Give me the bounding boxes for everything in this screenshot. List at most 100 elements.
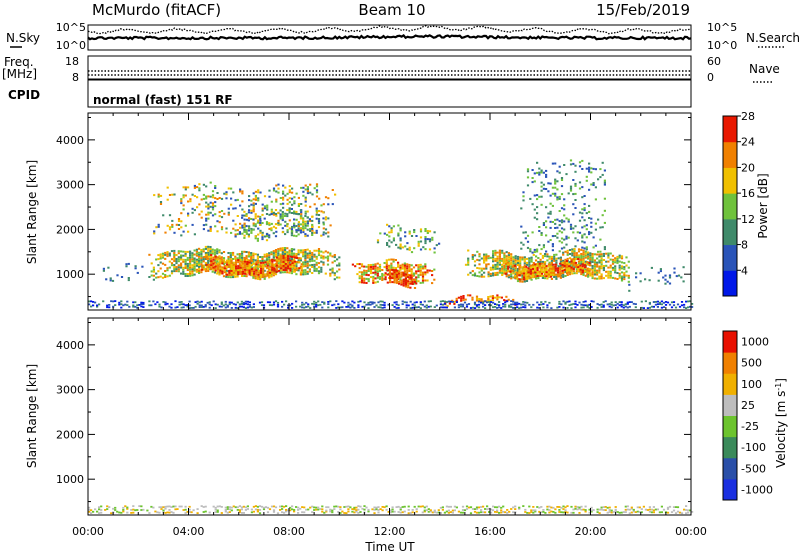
heatmap-cell (273, 271, 276, 274)
heatmap-cell (520, 247, 523, 250)
heatmap-cell (200, 304, 203, 307)
heatmap-cell (403, 262, 406, 265)
heatmap-cell (204, 247, 207, 250)
heatmap-cell (201, 266, 204, 269)
heatmap-cell (496, 261, 499, 264)
heatmap-cell (551, 245, 554, 248)
heatmap-cell (92, 304, 95, 307)
heatmap-cell (507, 260, 510, 263)
heatmap-cell (421, 279, 425, 282)
heatmap-cell (248, 304, 251, 306)
heatmap-cell (544, 277, 547, 280)
heatmap-cell (229, 256, 232, 259)
heatmap-cell (391, 269, 394, 271)
heatmap-cell (260, 304, 264, 306)
heatmap-cell (383, 274, 386, 277)
heatmap-cell (528, 263, 531, 266)
heatmap-cell (501, 267, 504, 270)
heatmap-cell (175, 268, 178, 271)
heatmap-cell (565, 270, 569, 273)
heatmap-cell (248, 195, 251, 198)
heatmap-cell (286, 215, 289, 218)
heatmap-cell (531, 231, 534, 234)
heatmap-cell (532, 274, 535, 276)
heatmap-cell (304, 212, 307, 215)
heatmap-cell (207, 229, 210, 232)
heatmap-cell (549, 212, 552, 215)
heatmap-cell (173, 266, 176, 269)
heatmap-cell (426, 232, 429, 234)
heatmap-cell (363, 269, 366, 272)
heatmap-cell (324, 228, 328, 231)
heatmap-cell (518, 302, 521, 305)
heatmap-cell (259, 273, 263, 276)
heatmap-cell (327, 306, 330, 309)
heatmap-cell (455, 299, 458, 302)
heatmap-cell (424, 263, 427, 266)
heatmap-cell (247, 251, 250, 254)
heatmap-cell (180, 200, 183, 203)
heatmap-cell (288, 201, 291, 204)
heatmap-cell (402, 278, 405, 281)
heatmap-cell (478, 259, 481, 262)
heatmap-cell (377, 509, 380, 511)
heatmap-cell (514, 267, 517, 270)
heatmap-cell (529, 270, 532, 273)
heatmap-cell (227, 276, 230, 279)
heatmap-cell (256, 505, 259, 508)
heatmap-cell (337, 505, 340, 508)
heatmap-cell (166, 186, 169, 189)
heatmap-cell (313, 263, 316, 266)
heatmap-cell (234, 199, 237, 202)
heatmap-cell (395, 277, 398, 280)
heatmap-cell (184, 188, 187, 191)
heatmap-cell (275, 258, 278, 261)
heatmap-cell (618, 256, 621, 259)
colorbar-tick-label: 25 (741, 399, 755, 412)
heatmap-cell (322, 255, 325, 258)
heatmap-cell (630, 507, 633, 510)
heatmap-cell (569, 159, 573, 162)
heatmap-cell (295, 192, 298, 195)
heatmap-cell (384, 272, 387, 275)
heatmap-cell (108, 506, 111, 508)
heatmap-cell (586, 304, 589, 307)
heatmap-cell (248, 265, 251, 268)
heatmap-cell (467, 273, 470, 276)
heatmap-cell (305, 301, 308, 304)
heatmap-cell (522, 274, 526, 277)
heatmap-cell (254, 253, 257, 256)
heatmap-cell (406, 269, 409, 272)
heatmap-cell (309, 307, 312, 309)
heatmap-cell (541, 270, 544, 273)
heatmap-cell (542, 222, 545, 224)
heatmap-cell (210, 260, 213, 263)
heatmap-cell (275, 230, 278, 233)
heatmap-cell (666, 506, 670, 509)
heatmap-cell (311, 234, 314, 236)
heatmap-cell (250, 270, 253, 273)
heatmap-cell (544, 300, 547, 303)
heatmap-cell (482, 300, 485, 303)
velocity-heatmap (88, 505, 694, 515)
heatmap-cell (397, 261, 400, 264)
heatmap-cell (188, 508, 191, 511)
heatmap-cell (521, 280, 524, 283)
heatmap-cell (212, 300, 215, 303)
heatmap-cell (521, 276, 524, 279)
heatmap-cell (247, 211, 250, 214)
heatmap-cell (242, 303, 245, 306)
heatmap-cell (308, 254, 311, 257)
heatmap-cell (304, 261, 307, 264)
heatmap-cell (553, 255, 556, 258)
heatmap-cell (118, 303, 121, 306)
heatmap-cell (216, 260, 219, 263)
heatmap-cell (295, 225, 298, 227)
heatmap-cell (164, 301, 167, 304)
heatmap-cell (506, 300, 509, 303)
heatmap-cell (374, 277, 377, 280)
heatmap-cell (543, 268, 546, 271)
heatmap-cell (516, 306, 519, 309)
heatmap-cell (186, 258, 189, 261)
heatmap-cell (264, 273, 267, 276)
